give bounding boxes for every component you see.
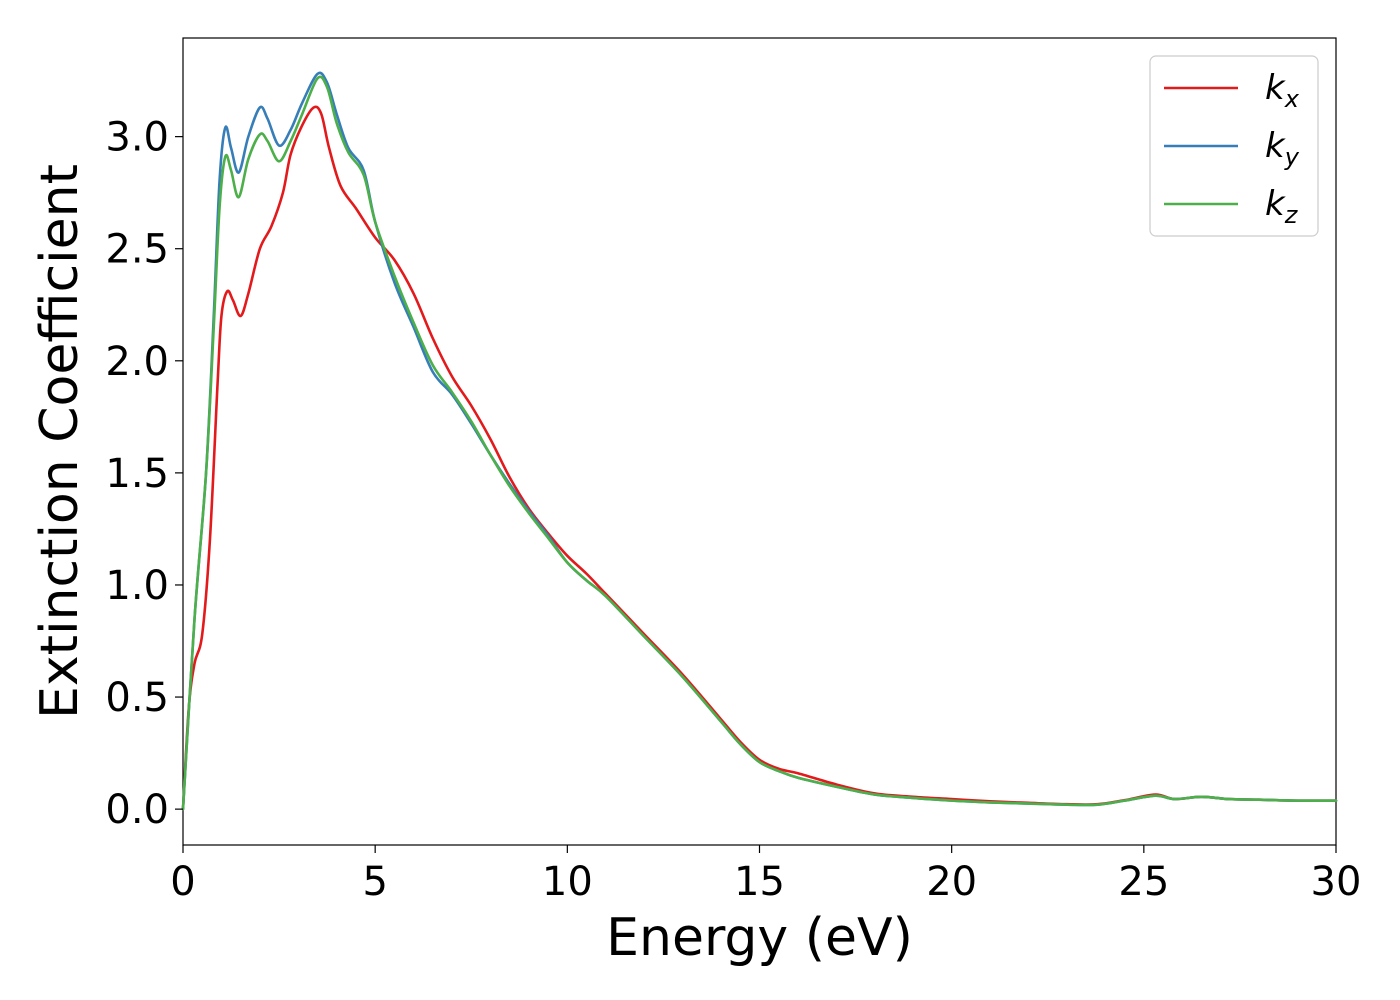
legend-label-k-y: ky [1265,126,1300,171]
x-tick-label: 30 [1311,859,1362,905]
series-layer [181,71,1338,811]
x-axis: 0 5 10 15 20 25 30 [170,845,1361,905]
legend-label-main: k [1265,68,1286,108]
y-tick-label: 0.0 [105,787,169,833]
x-tick-label: 25 [1118,859,1169,905]
y-tick-label: 1.5 [105,451,169,497]
legend-label-main: k [1265,184,1286,224]
x-tick-label: 20 [926,859,977,905]
y-tick-label: 3.0 [105,115,169,161]
x-tick-label: 15 [734,859,785,905]
y-tick-label: 0.5 [105,675,169,721]
legend-label-sub: x [1284,85,1300,113]
plot-frame [182,37,1337,846]
legend-label-k-z: kz [1265,184,1299,229]
x-tick-label: 10 [542,859,593,905]
x-tick-label: 5 [362,859,387,905]
y-tick-label: 2.0 [105,339,169,385]
x-tick-label: 0 [170,859,195,905]
legend-label-sub: y [1284,143,1300,171]
y-axis: 0.0 0.5 1.0 1.5 2.0 2.5 3.0 [105,115,183,833]
y-tick-label: 2.5 [105,227,169,273]
plot-area [181,37,1338,846]
y-axis-label: Extinction Coefficient [30,164,90,719]
legend-label-k-x: kx [1265,68,1300,113]
y-tick-label: 1.0 [105,563,169,609]
legend-label-main: k [1265,126,1286,166]
series-line-k-z [181,75,1338,811]
x-axis-label: Energy (eV) [606,908,913,968]
legend-label-sub: z [1284,201,1299,229]
